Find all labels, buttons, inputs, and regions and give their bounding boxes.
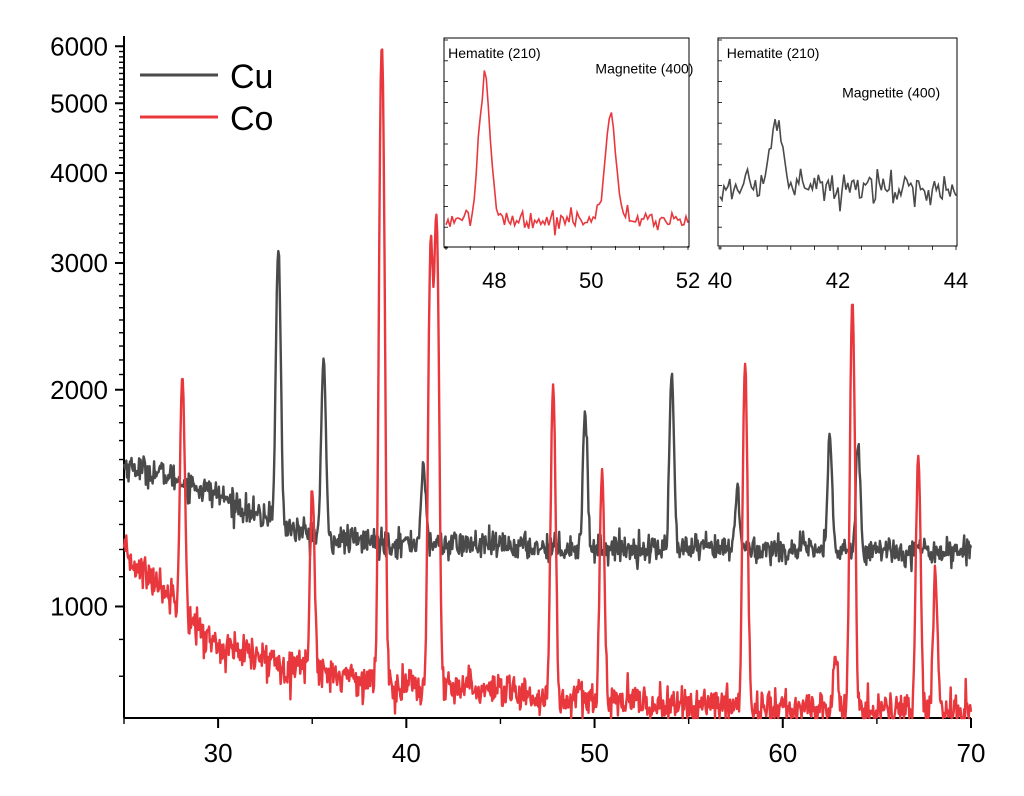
x-tick-label-40: 40 xyxy=(392,738,421,768)
inset-label-hematite: Hematite (210) xyxy=(727,45,820,61)
y-tick-label-2000: 2000 xyxy=(50,375,108,405)
main-plot: 1000 2000 3000 4000 5000 6000 30 40 50 60 70 xyxy=(50,31,985,768)
inset-label-magnetite: Magnetite (400) xyxy=(595,61,693,77)
inset-label-hematite: Hematite (210) xyxy=(448,45,541,61)
x-axis-ticks: 30 40 50 60 70 xyxy=(123,718,986,768)
y-tick-label-1000: 1000 xyxy=(50,591,108,621)
x-tick-label-60: 60 xyxy=(768,738,797,768)
legend-label-cu: Cu xyxy=(230,58,273,96)
inset-label-magnetite: Magnetite (400) xyxy=(842,84,940,100)
y-axis-ticks: 1000 2000 3000 4000 5000 6000 xyxy=(50,31,124,677)
legend-label-co: Co xyxy=(230,100,273,138)
inset-x-tick-label-42: 42 xyxy=(826,268,850,293)
inset-x-tick-label-44: 44 xyxy=(944,268,968,293)
x-tick-label-70: 70 xyxy=(957,738,986,768)
legend: Cu Co xyxy=(140,58,273,138)
series-line-co xyxy=(122,48,973,720)
inset-series-line xyxy=(719,119,957,212)
inset-x-tick-label-50: 50 xyxy=(579,268,603,293)
y-tick-label-3000: 3000 xyxy=(50,248,108,278)
inset-x-tick-label-48: 48 xyxy=(482,268,506,293)
y-tick-label-5000: 5000 xyxy=(50,88,108,118)
inset-hematite-magnetite-co: 48 50 52 Hematite (210) Magnetite (400) xyxy=(443,37,700,293)
y-tick-label-4000: 4000 xyxy=(50,158,108,188)
inset-hematite-magnetite-cu: 40 42 44 Hematite (210) Magnetite (400) xyxy=(708,37,968,293)
y-tick-label-6000: 6000 xyxy=(50,31,108,61)
series-group xyxy=(122,48,973,720)
series-line-cu xyxy=(122,249,973,573)
inset-x-tick-label-52: 52 xyxy=(676,268,700,293)
inset-series-line xyxy=(445,70,689,236)
inset-frame xyxy=(717,37,958,247)
inset-x-tick-label-40: 40 xyxy=(708,268,732,293)
x-tick-label-50: 50 xyxy=(580,738,609,768)
x-tick-label-30: 30 xyxy=(204,738,233,768)
